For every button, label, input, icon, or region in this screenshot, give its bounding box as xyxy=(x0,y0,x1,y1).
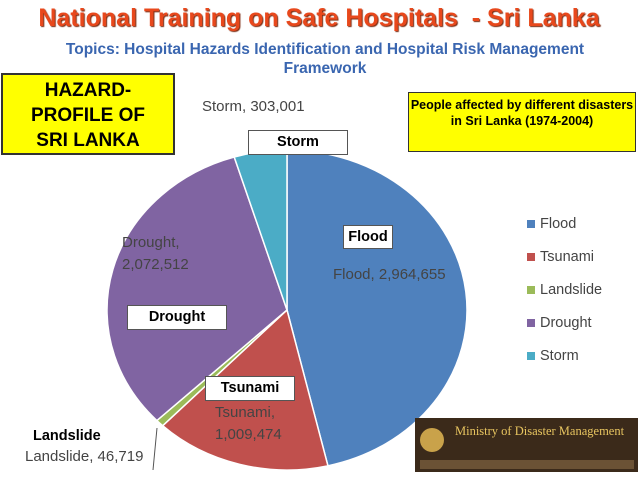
value-label: Storm, 303,001 xyxy=(202,98,305,115)
legend-label: Storm xyxy=(540,348,579,364)
logo-emblem xyxy=(420,428,444,452)
callout: Tsunami xyxy=(205,376,295,401)
callout: Drought xyxy=(127,305,227,330)
legend-swatch xyxy=(527,352,535,360)
value-label: Landslide, 46,719 xyxy=(25,448,144,465)
subtitle: Topics: Hospital Hazards Identification … xyxy=(65,41,585,77)
value-label: Tsunami, 1,009,474 xyxy=(215,404,282,443)
hazard-line: SRI LANKA xyxy=(36,130,140,151)
hazard-box: HAZARD- PROFILE OF SRI LANKA xyxy=(1,73,175,155)
callout: Storm xyxy=(248,130,348,155)
legend-label: Flood xyxy=(540,216,576,232)
value-label: Drought, 2,072,512 xyxy=(122,234,189,273)
hazard-line: PROFILE OF xyxy=(31,105,145,126)
legend-swatch xyxy=(527,286,535,294)
hazard-line: HAZARD- xyxy=(44,80,132,101)
legend-swatch xyxy=(527,253,535,261)
legend-label: Tsunami xyxy=(540,249,594,265)
callout: Landslide xyxy=(33,428,101,444)
callout: Flood xyxy=(343,225,393,249)
logo-title: Ministry of Disaster Management xyxy=(455,424,625,438)
legend-swatch xyxy=(527,319,535,327)
pie-slice xyxy=(286,149,468,467)
legend-label: Landslide xyxy=(540,282,602,298)
chart-title: People affected by different disasters i… xyxy=(408,92,636,152)
leader-line xyxy=(152,427,158,471)
pie-slice xyxy=(106,156,288,422)
logo-nav xyxy=(420,460,634,469)
legend-swatch xyxy=(527,220,535,228)
legend-label: Drought xyxy=(540,315,592,331)
value-label: Flood, 2,964,655 xyxy=(333,266,446,283)
title: National Training on Safe Hospitals - Sr… xyxy=(38,4,600,32)
